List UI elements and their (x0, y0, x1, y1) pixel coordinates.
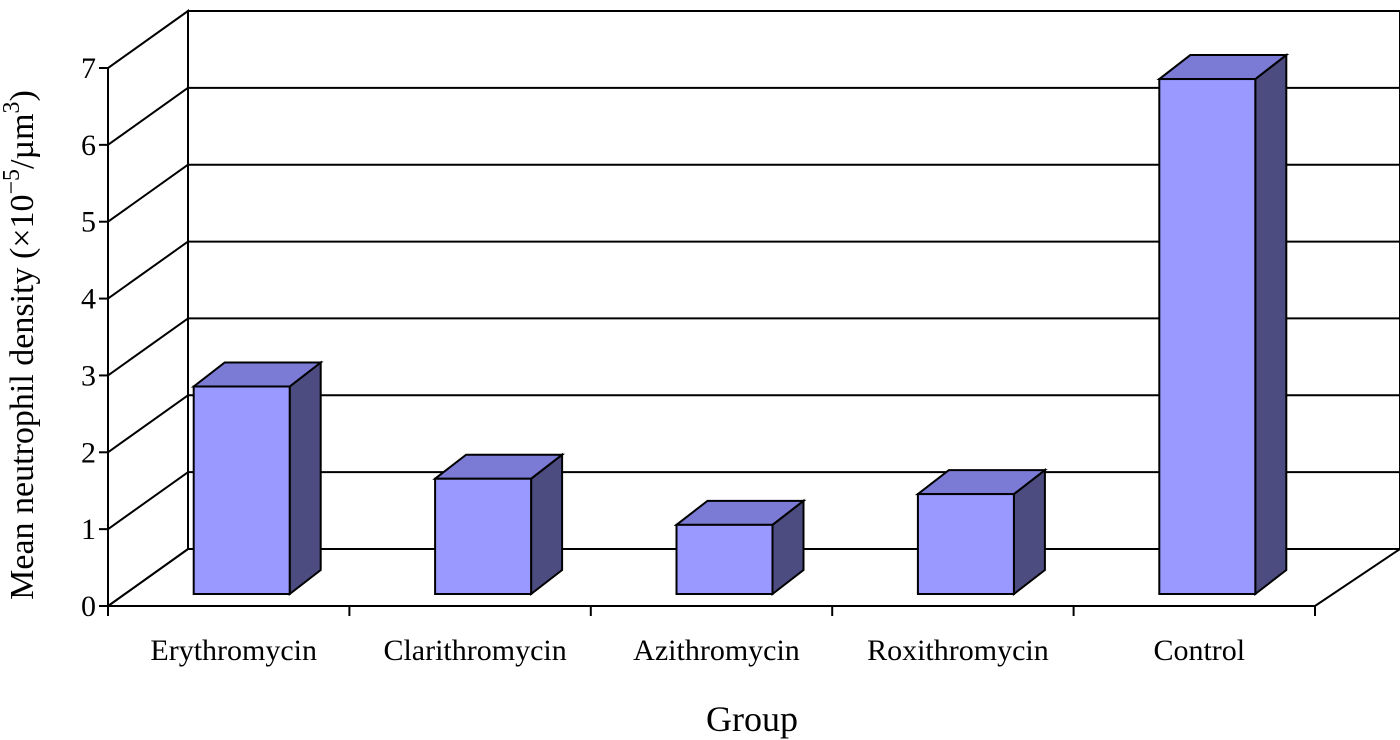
bar-side (288, 360, 322, 597)
y-tick-label: 3 (81, 359, 96, 392)
x-axis-categories: Erythromycin Clarithromycin Azithromycin Ro… (107, 605, 1316, 667)
gridline-diagonal (107, 317, 189, 377)
x-tick-label: Control (1153, 634, 1245, 667)
y-axis-title: Mean neutrophil density (×10−5/µm3) (0, 90, 41, 600)
x-tick-label: Clarithromycin (383, 634, 566, 667)
bar-front (192, 385, 291, 595)
x-tick-label: Azithromycin (633, 634, 800, 667)
bar (914, 468, 1048, 597)
y-tick-label: 1 (81, 513, 96, 546)
y-axis-title-exponent-2: 3 (0, 101, 25, 113)
y-axis-ticks: 0 1 2 3 4 5 6 7 (81, 52, 108, 623)
bar-front (916, 493, 1015, 596)
y-tick-label: 6 (81, 129, 96, 162)
gridline-diagonal (107, 163, 189, 223)
x-tick-label: Erythromycin (150, 634, 317, 667)
y-tick-label: 0 (81, 590, 96, 623)
x-tick-label: Roxithromycin (867, 634, 1049, 667)
bar-front (434, 477, 533, 596)
y-axis-title-prefix: Mean neutrophil density (×10 (4, 194, 41, 599)
bar-side (1254, 53, 1288, 597)
gridline-diagonal (107, 394, 189, 454)
gridline-diagonal (107, 240, 189, 300)
bar (673, 498, 807, 597)
y-axis-title-unit: /µm (4, 113, 41, 168)
gridline-diagonal (107, 471, 189, 530)
bars (190, 53, 1290, 597)
y-axis-title-exponent: −5 (0, 169, 25, 195)
x-axis-title: Group (706, 699, 798, 739)
bar (432, 452, 566, 597)
y-tick-label: 7 (81, 52, 96, 85)
y-tick-label: 4 (81, 283, 96, 316)
bar-front (1158, 78, 1257, 596)
bar (1156, 53, 1290, 597)
y-tick-label: 5 (81, 206, 96, 239)
gridline-diagonal (107, 87, 189, 146)
y-axis-title-suffix: ) (4, 90, 41, 101)
bar (190, 360, 324, 597)
left-wall (107, 9, 189, 608)
y-tick-label: 2 (81, 436, 96, 469)
bar-front (675, 523, 774, 595)
